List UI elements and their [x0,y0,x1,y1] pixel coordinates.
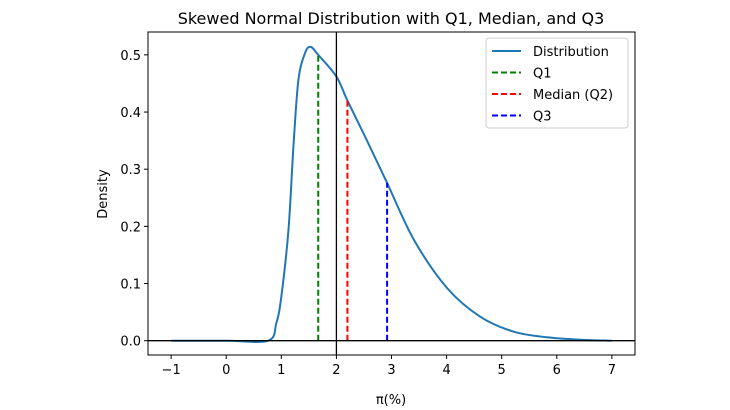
y-axis-label: Density [96,169,111,219]
y-tick-label: 0.4 [120,106,141,121]
axes-frame [147,31,636,356]
x-tick-label: 3 [387,363,395,378]
legend-label: Median (Q2) [533,88,613,103]
plot-area: −1 0 1 2 3 4 5 6 7 0.0 0.1 0.2 0.3 0.4 0.5 [120,31,636,378]
x-tick-label: 2 [332,363,340,378]
y-tick-label: 0.5 [120,49,141,64]
y-tick-label: 0.1 [120,278,141,293]
chart-title: Skewed Normal Distribution with Q1, Medi… [178,9,605,28]
x-tick-label: 5 [498,363,506,378]
legend-label: Q3 [533,110,552,125]
x-tick-label: −1 [162,363,181,378]
x-axis-label: π(%) [376,393,406,408]
y-tick-label: 0.0 [120,335,141,350]
x-tick-label: 6 [553,363,561,378]
legend: Distribution Q1 Median (Q2) Q3 [485,37,629,129]
legend-box [485,37,629,129]
legend-label: Q1 [533,67,552,82]
y-tick-label: 0.3 [120,163,141,178]
x-tick-label: 7 [608,363,616,378]
x-tick-label: 0 [222,363,230,378]
legend-label: Distribution [533,45,609,60]
distribution-curve [171,45,612,344]
x-tick-label: 1 [277,363,285,378]
x-tick-label: 4 [442,363,450,378]
y-tick-label: 0.2 [120,220,141,235]
